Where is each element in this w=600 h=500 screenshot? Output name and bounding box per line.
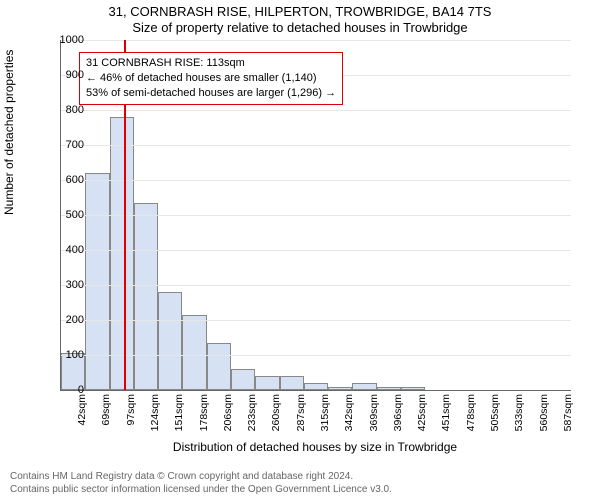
gridline: [61, 215, 571, 216]
y-axis-label: Number of detached properties: [2, 50, 16, 215]
histogram-bar: [134, 203, 158, 390]
annotation-line-1: 31 CORNBRASH RISE: 113sqm: [86, 56, 336, 71]
annotation-line-3: 53% of semi-detached houses are larger (…: [86, 86, 336, 101]
histogram-bar: [207, 343, 231, 390]
gridline: [61, 355, 571, 356]
histogram-bar: [304, 383, 328, 390]
histogram-bar: [110, 117, 134, 390]
gridline: [61, 110, 571, 111]
chart-address-title: 31, CORNBRASH RISE, HILPERTON, TROWBRIDG…: [0, 4, 600, 19]
credits-line-1: Contains HM Land Registry data © Crown c…: [10, 471, 590, 484]
histogram-bar: [255, 376, 279, 390]
y-tick-label: 100: [34, 349, 84, 361]
y-tick-label: 200: [34, 314, 84, 326]
chart-subtitle: Size of property relative to detached ho…: [0, 20, 600, 35]
histogram-bar: [328, 387, 352, 391]
credits: Contains HM Land Registry data © Crown c…: [10, 471, 590, 496]
y-tick-label: 300: [34, 279, 84, 291]
y-tick-label: 700: [34, 139, 84, 151]
annotation-line-2: ← 46% of detached houses are smaller (1,…: [86, 71, 336, 86]
y-tick-label: 900: [34, 69, 84, 81]
y-tick-label: 1000: [34, 34, 84, 46]
histogram-bar: [158, 292, 182, 390]
gridline: [61, 145, 571, 146]
plot-area: 31 CORNBRASH RISE: 113sqm ← 46% of detac…: [60, 40, 571, 391]
histogram-bar: [352, 383, 376, 390]
gridline: [61, 40, 571, 41]
y-tick-label: 400: [34, 244, 84, 256]
histogram-bar: [401, 387, 425, 391]
y-tick-label: 500: [34, 209, 84, 221]
histogram-bar: [231, 369, 255, 390]
credits-line-2: Contains public sector information licen…: [10, 484, 590, 497]
histogram-bar: [377, 387, 401, 391]
histogram-bar: [85, 173, 109, 390]
y-tick-label: 800: [34, 104, 84, 116]
x-axis-label: Distribution of detached houses by size …: [60, 440, 570, 454]
gridline: [61, 285, 571, 286]
y-tick-label: 600: [34, 174, 84, 186]
histogram-bar: [280, 376, 304, 390]
gridline: [61, 180, 571, 181]
annotation-box: 31 CORNBRASH RISE: 113sqm ← 46% of detac…: [79, 52, 343, 105]
histogram-bar: [182, 315, 206, 390]
gridline: [61, 250, 571, 251]
gridline: [61, 320, 571, 321]
